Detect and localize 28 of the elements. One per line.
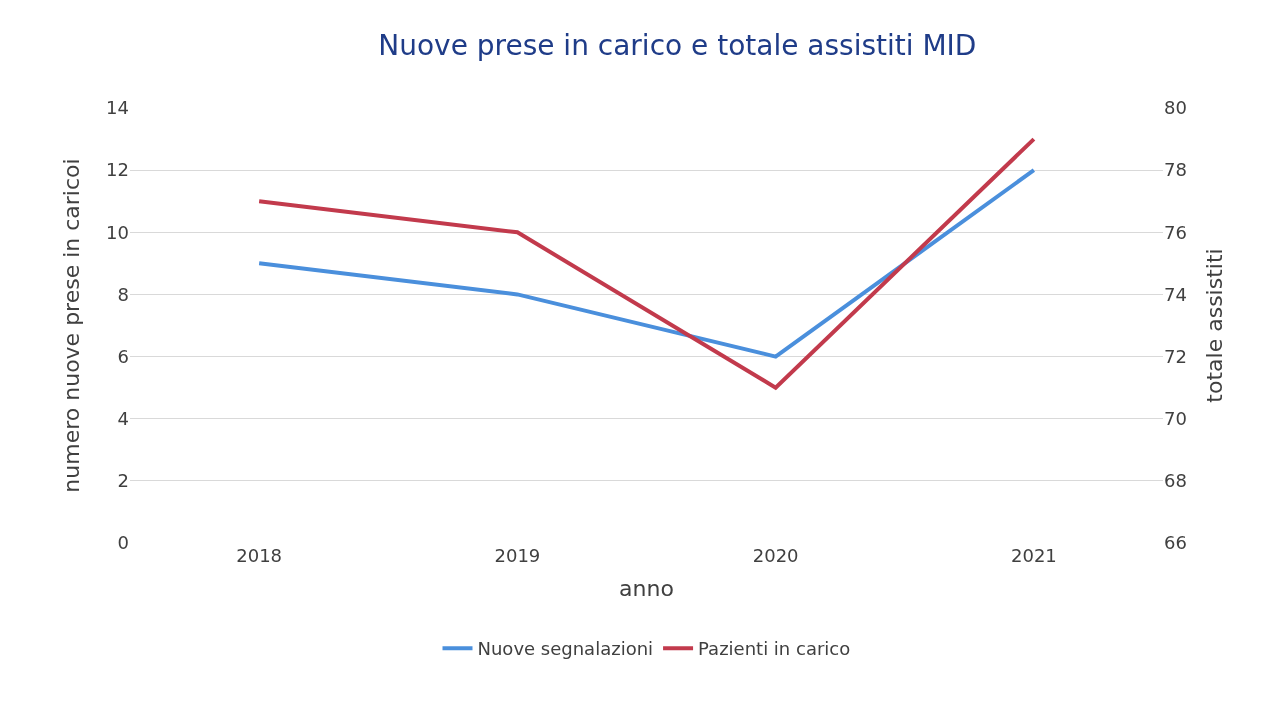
y-axis-title: numero nuove prese in caricoi — [58, 158, 84, 493]
chart-title: Nuove prese in carico e totale assistiti MID — [378, 29, 977, 63]
y2-tick-label: 80 — [1164, 97, 1187, 119]
y-tick-label: 12 — [106, 159, 129, 181]
y2-tick-label: 78 — [1164, 159, 1187, 181]
y-tick-label: 6 — [117, 345, 129, 367]
y2-tick-label: 76 — [1164, 221, 1187, 243]
y2-tick-label: 72 — [1164, 345, 1187, 367]
y-tick-label: 14 — [106, 97, 129, 119]
y-tick-label: 8 — [117, 283, 129, 305]
x-tick-label: 2020 — [752, 545, 799, 566]
x-tick-label: 2021 — [1010, 545, 1057, 566]
y2-tick-label: 68 — [1164, 470, 1187, 492]
y2-tick-label: 70 — [1164, 408, 1187, 430]
legend-label: Pazienti in carico — [698, 638, 851, 660]
line-series — [257, 137, 1036, 390]
x-axis-title: anno — [619, 575, 674, 601]
x-tick-label: 2018 — [236, 545, 283, 566]
y-tick-label: 4 — [117, 408, 129, 430]
y2-tick-label: 66 — [1164, 532, 1187, 554]
line-series — [257, 168, 1036, 359]
legend-label: Nuove segnalazioni — [477, 638, 654, 660]
y2-axis-title: totale assistiti — [1201, 248, 1227, 403]
x-tick-label: 2019 — [494, 545, 541, 566]
y2-tick-label: 74 — [1164, 283, 1187, 305]
y-tick-label: 10 — [106, 221, 129, 243]
y-tick-label: 2 — [117, 470, 129, 492]
y-tick-label: 0 — [117, 532, 129, 554]
